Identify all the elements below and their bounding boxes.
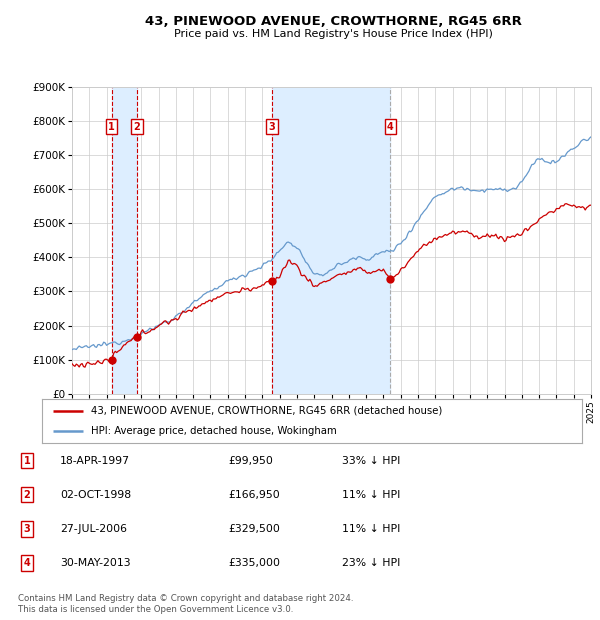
Text: 18-APR-1997: 18-APR-1997 xyxy=(60,456,130,466)
Text: 30-MAY-2013: 30-MAY-2013 xyxy=(60,558,131,568)
Text: 1: 1 xyxy=(23,456,31,466)
Text: 11% ↓ HPI: 11% ↓ HPI xyxy=(342,524,400,534)
Text: 3: 3 xyxy=(269,122,275,131)
Text: 4: 4 xyxy=(23,558,31,568)
Text: £99,950: £99,950 xyxy=(228,456,273,466)
Text: 02-OCT-1998: 02-OCT-1998 xyxy=(60,490,131,500)
Bar xyxy=(112,87,137,394)
Text: 43, PINEWOOD AVENUE, CROWTHORNE, RG45 6RR: 43, PINEWOOD AVENUE, CROWTHORNE, RG45 6R… xyxy=(145,16,521,28)
Text: £329,500: £329,500 xyxy=(228,524,280,534)
Text: £166,950: £166,950 xyxy=(228,490,280,500)
Text: 2: 2 xyxy=(133,122,140,131)
Text: 2: 2 xyxy=(23,490,31,500)
Bar xyxy=(272,87,391,394)
Text: 3: 3 xyxy=(23,524,31,534)
Text: 4: 4 xyxy=(387,122,394,131)
Text: HPI: Average price, detached house, Wokingham: HPI: Average price, detached house, Woki… xyxy=(91,426,337,436)
Text: 33% ↓ HPI: 33% ↓ HPI xyxy=(342,456,400,466)
Text: Contains HM Land Registry data © Crown copyright and database right 2024.
This d: Contains HM Land Registry data © Crown c… xyxy=(18,595,353,614)
Text: 23% ↓ HPI: 23% ↓ HPI xyxy=(342,558,400,568)
Text: 1: 1 xyxy=(108,122,115,131)
Text: 11% ↓ HPI: 11% ↓ HPI xyxy=(342,490,400,500)
Text: Price paid vs. HM Land Registry's House Price Index (HPI): Price paid vs. HM Land Registry's House … xyxy=(173,29,493,39)
Text: 43, PINEWOOD AVENUE, CROWTHORNE, RG45 6RR (detached house): 43, PINEWOOD AVENUE, CROWTHORNE, RG45 6R… xyxy=(91,405,442,416)
Text: 27-JUL-2006: 27-JUL-2006 xyxy=(60,524,127,534)
Text: £335,000: £335,000 xyxy=(228,558,280,568)
